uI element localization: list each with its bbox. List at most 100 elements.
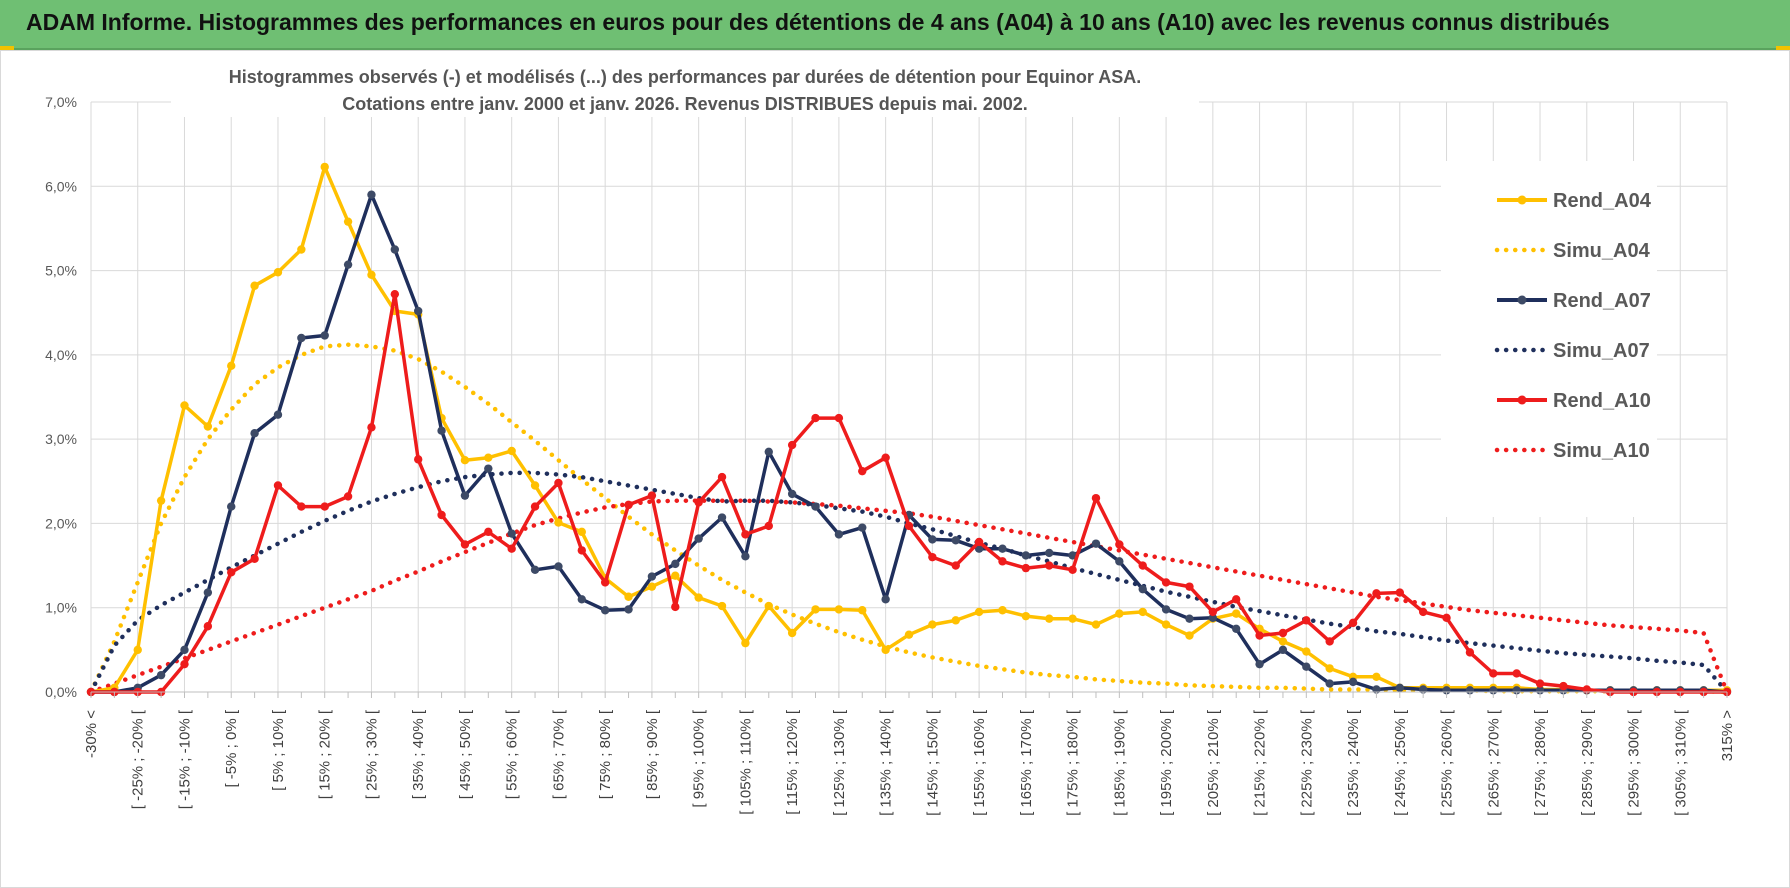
data-point-rend_a07 <box>1395 683 1405 692</box>
legend-label-simu_a10: Simu_A10 <box>1553 440 1650 462</box>
x-tick-label: [ 225% ; 230% [ <box>1298 709 1315 816</box>
data-point-rend_a10 <box>1068 565 1077 574</box>
data-point-rend_a07 <box>227 502 236 511</box>
data-point-rend_a07 <box>717 513 727 522</box>
data-point-rend_a10 <box>507 544 516 553</box>
data-point-rend_a07 <box>320 331 329 340</box>
data-point-rend_a10 <box>1302 616 1311 625</box>
data-point-rend_a07 <box>577 595 586 604</box>
legend-label-simu_a07: Simu_A07 <box>1553 340 1650 362</box>
data-point-rend_a07 <box>530 565 540 574</box>
data-point-rend_a10 <box>367 423 376 432</box>
data-point-rend_a04 <box>273 268 283 277</box>
data-point-rend_a10 <box>1512 669 1521 678</box>
page-title: ADAM Informe. Histogrammes des performan… <box>26 9 1610 35</box>
x-tick-label: [ 245% ; 250% [ <box>1392 709 1409 816</box>
data-point-rend_a10 <box>273 481 283 490</box>
data-point-rend_a04 <box>904 630 914 639</box>
data-point-rend_a04 <box>624 592 633 601</box>
legend-marker <box>1517 195 1527 205</box>
data-point-rend_a10 <box>694 498 703 507</box>
data-point-rend_a10 <box>1325 637 1334 646</box>
data-point-rend_a07 <box>624 605 633 614</box>
x-tick-label: [ 15% ; 20% [ <box>317 709 334 799</box>
data-point-rend_a10 <box>811 413 820 423</box>
data-point-rend_a07 <box>811 502 820 511</box>
data-point-rend_a10 <box>717 472 727 482</box>
data-point-rend_a10 <box>1559 681 1568 691</box>
x-tick-label: [ 195% ; 200% [ <box>1158 709 1175 816</box>
data-point-rend_a07 <box>1021 551 1031 560</box>
chart-subtitle: Cotations entre janv. 2000 et janv. 2026… <box>342 94 1028 114</box>
x-tick-label: [ 285% ; 290% [ <box>1579 709 1596 816</box>
x-tick-label: [ 165% ; 170% [ <box>1018 709 1035 816</box>
data-point-rend_a04 <box>858 606 867 615</box>
data-point-rend_a07 <box>1232 624 1241 633</box>
data-point-rend_a04 <box>647 582 657 591</box>
data-point-rend_a07 <box>1348 677 1358 687</box>
data-point-rend_a04 <box>1278 637 1288 646</box>
data-point-rend_a07 <box>437 426 446 435</box>
data-point-rend_a04 <box>343 217 353 226</box>
data-point-rend_a10 <box>250 554 259 564</box>
x-tick-label: [ 5% ; 10% [ <box>270 709 287 791</box>
x-tick-label: [ 75% ; 80% [ <box>597 709 614 799</box>
x-tick-label: [ 295% ; 300% [ <box>1626 709 1643 816</box>
data-point-rend_a10 <box>764 521 773 531</box>
data-point-rend_a07 <box>764 447 773 456</box>
data-point-rend_a04 <box>180 401 189 410</box>
data-point-rend_a07 <box>1185 614 1194 623</box>
x-tick-label: [ 275% ; 280% [ <box>1532 709 1549 816</box>
data-point-rend_a10 <box>881 453 890 462</box>
data-point-rend_a10 <box>1278 628 1288 638</box>
data-point-rend_a07 <box>834 530 844 539</box>
data-point-rend_a07 <box>1208 613 1218 623</box>
data-point-rend_a04 <box>787 628 797 638</box>
data-point-rend_a04 <box>367 270 376 279</box>
x-tick-label: [ -15% ; -10% [ <box>176 709 193 809</box>
data-point-rend_a04 <box>1232 609 1241 618</box>
x-tick-label: [ 205% ; 210% [ <box>1205 709 1222 816</box>
data-point-rend_a10 <box>1208 607 1218 617</box>
x-tick-label: [ 45% ; 50% [ <box>457 709 474 799</box>
chart-title: Histogrammes observés (-) et modélisés (… <box>229 67 1142 87</box>
data-point-rend_a07 <box>858 523 867 532</box>
legend: Rend_A04 Simu_A04 Rend_A07 Simu_A07 Rend_A10… <box>1441 161 1657 517</box>
data-point-rend_a04 <box>227 361 236 371</box>
data-point-rend_a10 <box>530 502 540 511</box>
data-point-rend_a07 <box>414 306 423 316</box>
data-point-rend_a07 <box>1091 539 1101 548</box>
data-point-rend_a07 <box>1068 551 1077 560</box>
y-tick-label: 7,0% <box>45 94 77 110</box>
data-point-rend_a10 <box>1348 618 1358 628</box>
chart-frame: 0,0% 1,0% 2,0% 3,0% 4,0% 5,0% 6,0% 7,0% -30% < [ … <box>0 50 1790 888</box>
data-point-rend_a07 <box>203 588 213 597</box>
data-point-rend_a04 <box>554 518 563 527</box>
data-point-rend_a04 <box>1138 607 1147 617</box>
x-tick-label: [ 155% ; 160% [ <box>971 709 988 816</box>
data-point-rend_a10 <box>1255 631 1264 640</box>
data-point-rend_a07 <box>1302 662 1311 671</box>
x-tick-label: [ 35% ; 40% [ <box>410 709 427 799</box>
data-point-rend_a07 <box>390 245 400 254</box>
data-point-rend_a04 <box>834 605 844 614</box>
chart-title-bg <box>171 61 1199 117</box>
legend-label-simu_a04: Simu_A04 <box>1553 240 1651 262</box>
data-point-rend_a04 <box>811 605 820 614</box>
data-point-rend_a10 <box>460 540 470 549</box>
y-tick-label: 0,0% <box>45 684 77 700</box>
data-point-rend_a04 <box>297 245 306 254</box>
x-tick-label: [ -5% ; 0% [ <box>223 709 240 787</box>
data-point-rend_a04 <box>133 645 142 655</box>
data-point-rend_a10 <box>1418 607 1428 617</box>
data-point-rend_a10 <box>647 491 657 500</box>
data-point-rend_a04 <box>1021 611 1031 621</box>
data-point-rend_a04 <box>1185 631 1194 640</box>
data-point-rend_a10 <box>437 510 446 520</box>
data-point-rend_a07 <box>180 645 189 655</box>
data-point-rend_a07 <box>250 429 259 438</box>
x-tick-label: 315% > <box>1719 710 1736 762</box>
data-point-rend_a04 <box>1161 620 1171 629</box>
data-point-rend_a10 <box>904 521 914 531</box>
series-line-simu_a10 <box>88 498 1730 695</box>
